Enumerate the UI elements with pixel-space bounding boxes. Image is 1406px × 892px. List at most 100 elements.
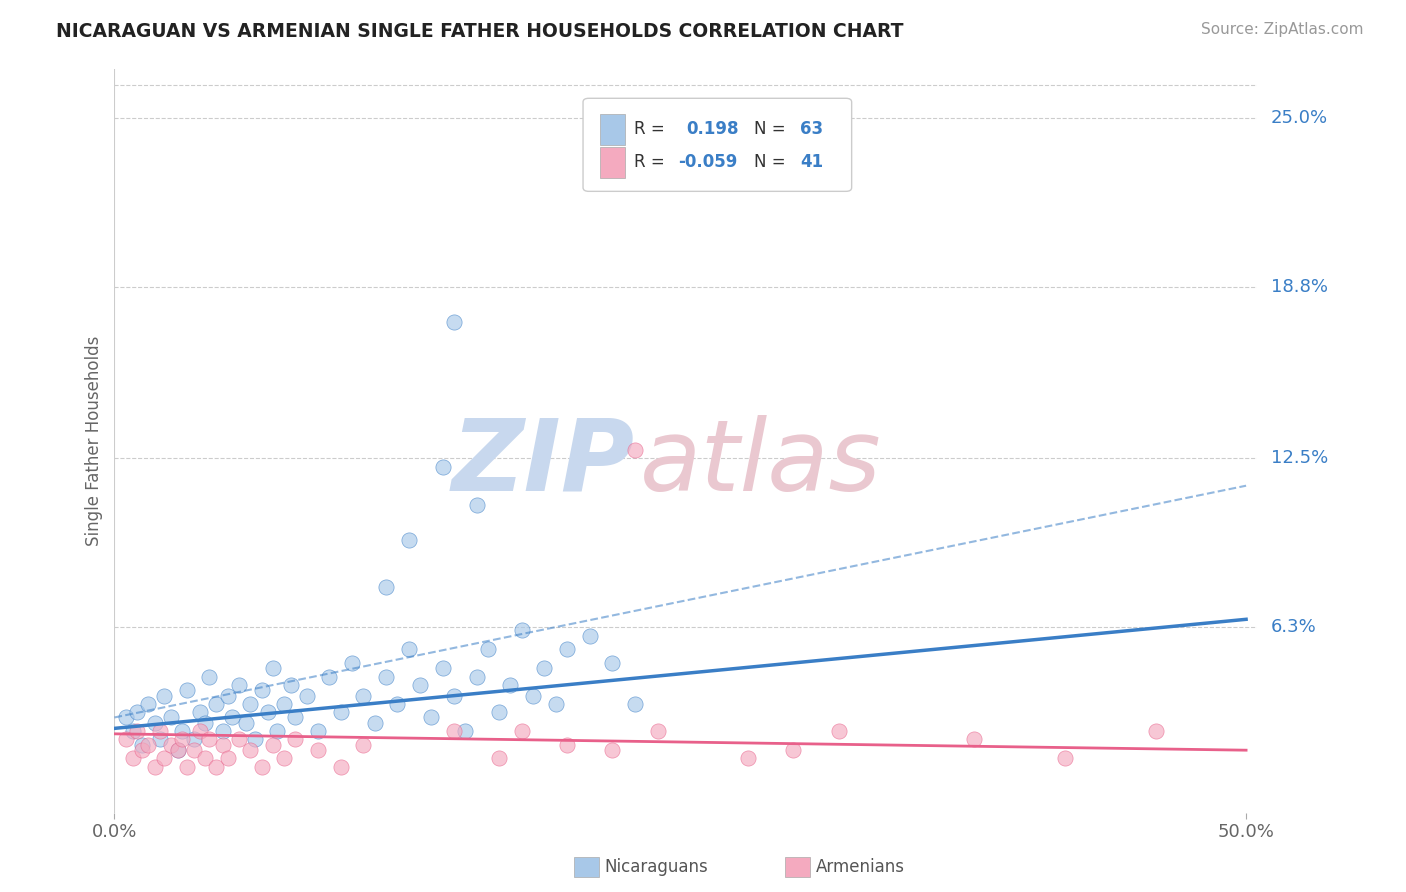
Point xyxy=(114,732,136,747)
Point xyxy=(131,738,153,752)
Point xyxy=(352,738,374,752)
Point xyxy=(221,710,243,724)
Point xyxy=(190,705,212,719)
Text: 18.8%: 18.8% xyxy=(1271,277,1329,295)
Point xyxy=(499,678,522,692)
Point xyxy=(273,697,295,711)
Y-axis label: Single Father Households: Single Father Households xyxy=(86,335,103,546)
Point xyxy=(262,738,284,752)
Point xyxy=(138,697,160,711)
Point xyxy=(375,580,398,594)
Point xyxy=(198,669,221,683)
Text: 25.0%: 25.0% xyxy=(1271,109,1329,127)
Point xyxy=(420,710,443,724)
Point xyxy=(183,732,205,747)
Point xyxy=(121,724,143,739)
Point xyxy=(262,661,284,675)
Point xyxy=(235,715,257,730)
Point xyxy=(329,759,352,773)
Point xyxy=(166,743,188,757)
Point xyxy=(409,678,432,692)
Point xyxy=(295,689,318,703)
Point xyxy=(1053,751,1076,765)
Text: 12.5%: 12.5% xyxy=(1271,450,1329,467)
Text: 63: 63 xyxy=(800,120,824,138)
Point xyxy=(522,689,544,703)
Point xyxy=(647,724,669,739)
Text: Armenians: Armenians xyxy=(815,858,904,876)
Point xyxy=(239,743,262,757)
Point xyxy=(243,732,266,747)
Point xyxy=(363,715,385,730)
Point xyxy=(432,459,454,474)
Point xyxy=(544,697,567,711)
Point xyxy=(212,724,235,739)
Point xyxy=(228,678,250,692)
Point xyxy=(176,683,198,698)
Point xyxy=(329,705,352,719)
Text: R =: R = xyxy=(634,153,665,170)
Point xyxy=(153,751,176,765)
Point xyxy=(443,689,465,703)
Point xyxy=(266,724,288,739)
Text: Nicaraguans: Nicaraguans xyxy=(605,858,709,876)
Point xyxy=(555,642,578,657)
Text: 41: 41 xyxy=(800,153,824,170)
Point xyxy=(172,724,194,739)
Point xyxy=(114,710,136,724)
Point xyxy=(737,751,759,765)
Point xyxy=(1144,724,1167,739)
Point xyxy=(190,724,212,739)
Text: -0.059: -0.059 xyxy=(678,153,737,170)
Point xyxy=(160,738,183,752)
Text: ZIP: ZIP xyxy=(451,415,634,511)
Point xyxy=(602,656,624,670)
Point xyxy=(280,678,302,692)
Point xyxy=(239,697,262,711)
Point xyxy=(125,724,148,739)
FancyBboxPatch shape xyxy=(583,98,852,192)
Point xyxy=(307,724,329,739)
Point xyxy=(340,656,363,670)
Point xyxy=(555,738,578,752)
Point xyxy=(318,669,340,683)
Point xyxy=(432,661,454,675)
Point xyxy=(375,669,398,683)
Text: R =: R = xyxy=(634,120,665,138)
Bar xyxy=(600,146,626,178)
Point xyxy=(183,743,205,757)
Text: 0.198: 0.198 xyxy=(686,120,738,138)
Text: N =: N = xyxy=(755,120,786,138)
Bar xyxy=(600,114,626,145)
Text: atlas: atlas xyxy=(640,415,882,511)
Point xyxy=(443,315,465,329)
Point xyxy=(149,724,172,739)
Point xyxy=(176,759,198,773)
Point xyxy=(153,689,176,703)
Point xyxy=(194,715,217,730)
Point xyxy=(465,669,488,683)
Point xyxy=(205,697,228,711)
Text: Source: ZipAtlas.com: Source: ZipAtlas.com xyxy=(1201,22,1364,37)
Point xyxy=(212,738,235,752)
Point xyxy=(257,705,280,719)
Point xyxy=(578,629,600,643)
Point xyxy=(465,498,488,512)
Point xyxy=(217,689,239,703)
Point xyxy=(172,732,194,747)
Point xyxy=(143,715,166,730)
Point xyxy=(284,732,307,747)
Point xyxy=(284,710,307,724)
Point xyxy=(228,732,250,747)
Text: 6.3%: 6.3% xyxy=(1271,618,1317,637)
Point xyxy=(454,724,477,739)
Point xyxy=(250,759,273,773)
Point xyxy=(143,759,166,773)
Point xyxy=(198,732,221,747)
Point xyxy=(307,743,329,757)
Point xyxy=(443,724,465,739)
Point xyxy=(477,642,499,657)
Point xyxy=(624,697,647,711)
Point xyxy=(488,751,510,765)
Point xyxy=(138,738,160,752)
